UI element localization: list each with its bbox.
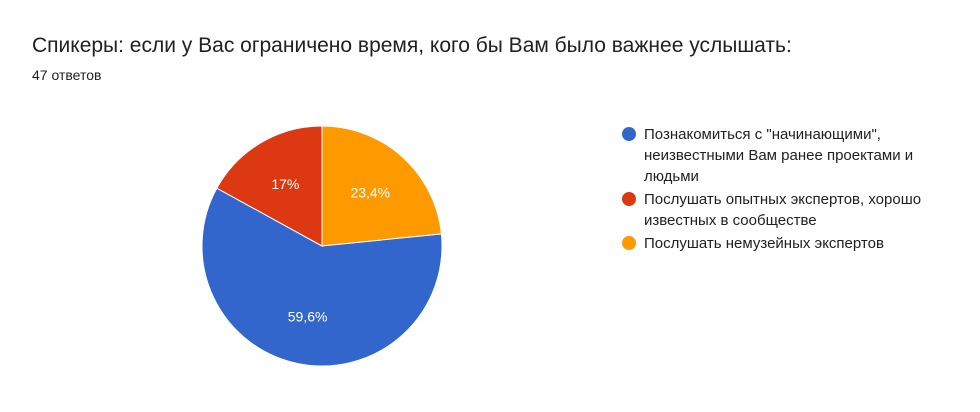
pie-slice-nonmuseum-experts[interactable] [321,125,442,247]
legend-label-newcomers: Познакомиться с "начинающими", неизвестн… [644,126,914,185]
response-count: 47 ответов [32,67,102,83]
pie-slice-newcomers[interactable] [201,187,443,367]
pie-slice-experienced-experts[interactable] [216,125,323,247]
chart-title: Спикеры: если у Вас ограничено время, ко… [32,34,792,57]
legend: Познакомиться с "начинающими", неизвестн… [622,124,962,256]
legend-item-nonmuseum-experts[interactable]: Послушать немузейных экспертов [622,233,962,254]
legend-swatch-experienced-experts [622,192,636,206]
pie-label-experienced-experts: 17% [271,176,299,192]
legend-swatch-nonmuseum-experts [622,236,636,250]
legend-item-newcomers[interactable]: Познакомиться с "начинающими", неизвестн… [622,124,962,187]
legend-label-nonmuseum-experts: Послушать немузейных экспертов [644,235,884,252]
pie-label-nonmuseum-experts: 23,4% [350,185,390,201]
pie-label-newcomers: 59,6% [288,309,328,325]
legend-label-experienced-experts: Послушать опытных экспертов, хорошо изве… [644,191,922,229]
legend-item-experienced-experts[interactable]: Послушать опытных экспертов, хорошо изве… [622,189,962,231]
legend-swatch-newcomers [622,127,636,141]
